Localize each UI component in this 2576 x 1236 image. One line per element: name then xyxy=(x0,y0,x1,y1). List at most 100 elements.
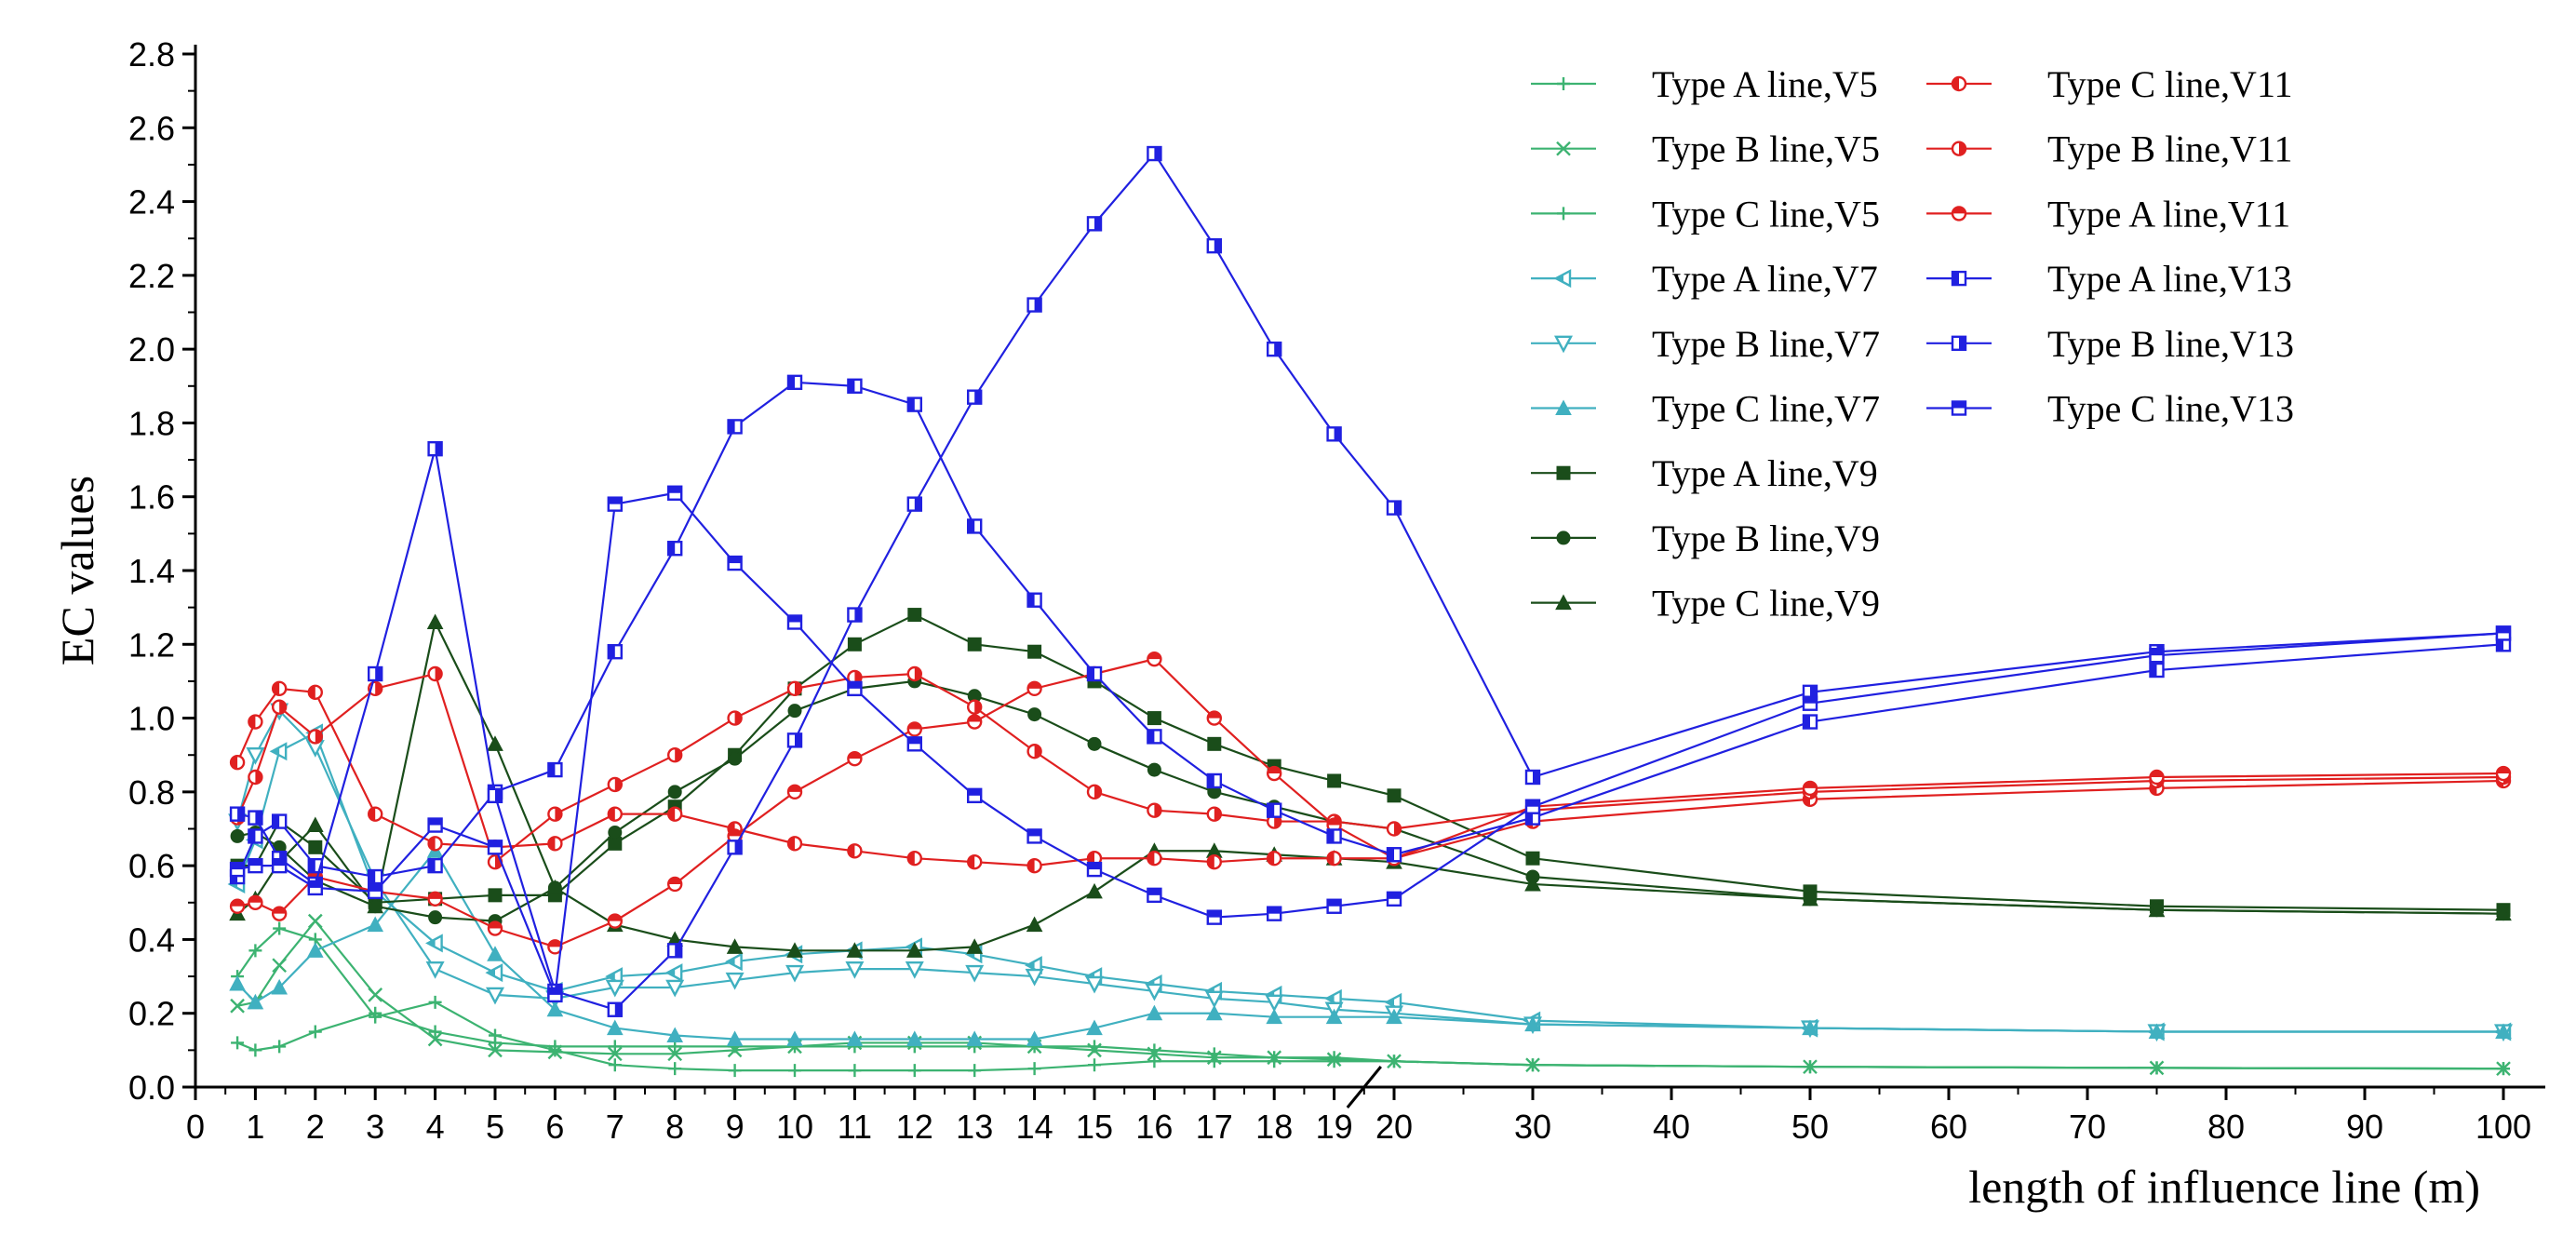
data-point xyxy=(667,747,683,763)
y-tick-label: 0.6 xyxy=(128,847,175,885)
data-point xyxy=(1802,714,1818,730)
data-point xyxy=(786,374,803,391)
data-point xyxy=(246,747,265,765)
series-line xyxy=(236,619,2504,952)
data-point xyxy=(1524,875,1541,892)
data-point xyxy=(1266,906,1282,921)
data-point xyxy=(547,987,563,1003)
data-point xyxy=(1086,784,1103,800)
data-point xyxy=(248,857,263,874)
data-point xyxy=(1147,145,1162,162)
data-point xyxy=(1026,1030,1043,1046)
legend-marker xyxy=(1555,594,1572,611)
data-point xyxy=(607,776,623,793)
data-point xyxy=(667,876,683,893)
data-point xyxy=(605,979,624,998)
legend-label: Type B line,V9 xyxy=(1652,517,1880,559)
data-point xyxy=(967,637,982,652)
legend-label: Type A line,V9 xyxy=(1652,452,1878,494)
x-tick-label: 90 xyxy=(2346,1108,2383,1146)
x-tick-label: 9 xyxy=(726,1108,745,1146)
data-point xyxy=(487,920,503,936)
data-point xyxy=(668,1062,682,1076)
y-tick-label: 1.4 xyxy=(128,552,175,590)
data-point xyxy=(786,680,803,697)
data-point xyxy=(229,974,246,991)
data-point xyxy=(269,742,288,761)
data-point xyxy=(1386,891,1402,907)
legend-entry: Type C line,V5 xyxy=(1531,193,1880,235)
legend-marker xyxy=(1951,141,1967,156)
data-point xyxy=(606,1019,624,1036)
x-tick-label: 30 xyxy=(1514,1108,1551,1146)
data-point xyxy=(229,754,246,771)
data-point xyxy=(1147,1055,1161,1068)
data-point xyxy=(966,1030,984,1046)
data-point xyxy=(271,699,288,715)
data-point xyxy=(848,1064,862,1078)
data-point xyxy=(1147,729,1162,745)
data-point xyxy=(427,440,443,457)
legend-marker xyxy=(1556,531,1571,545)
x-axis-title: length of influence line (m) xyxy=(1968,1161,2480,1213)
data-point xyxy=(906,496,922,512)
data-point xyxy=(547,761,563,778)
data-point xyxy=(906,396,922,412)
data-point xyxy=(1327,773,1342,788)
y-tick-label: 0.4 xyxy=(128,920,175,959)
data-point xyxy=(725,972,745,990)
data-point xyxy=(488,1042,503,1058)
data-point xyxy=(906,721,922,737)
data-point xyxy=(425,934,443,953)
series-line xyxy=(236,679,2504,922)
y-tick-label: 2.2 xyxy=(128,257,175,295)
legend-entry: Type C line,V11 xyxy=(1926,63,2292,105)
data-point xyxy=(427,857,443,874)
data-point xyxy=(1386,821,1402,837)
data-point xyxy=(1327,1055,1341,1068)
data-point xyxy=(308,1025,322,1039)
data-point xyxy=(607,1001,623,1017)
data-point xyxy=(307,913,323,929)
x-tick-label: 18 xyxy=(1255,1108,1293,1146)
data-point xyxy=(273,921,287,935)
data-point xyxy=(248,714,263,730)
data-point xyxy=(966,787,983,804)
data-point xyxy=(907,1064,921,1078)
legend-entry: Type A line,V13 xyxy=(1926,258,2292,300)
data-point xyxy=(248,944,262,958)
data-point xyxy=(1146,1004,1163,1021)
data-point xyxy=(667,541,683,557)
data-point xyxy=(786,942,803,958)
data-point xyxy=(667,785,682,799)
data-point xyxy=(271,813,288,829)
data-point xyxy=(271,978,288,995)
data-point xyxy=(229,861,246,878)
data-point xyxy=(1145,983,1164,1001)
y-tick-label: 1.0 xyxy=(128,700,175,738)
data-point xyxy=(1206,909,1223,925)
data-point xyxy=(427,1031,443,1047)
data-point xyxy=(1087,736,1102,751)
data-point xyxy=(487,787,503,804)
legend-marker xyxy=(1951,270,1967,287)
data-point xyxy=(1147,851,1162,867)
axis-break-mark xyxy=(1346,1066,1382,1108)
data-point xyxy=(726,1030,744,1046)
data-point xyxy=(906,1030,923,1046)
data-point xyxy=(1086,882,1103,899)
data-point xyxy=(2495,625,2512,641)
data-point xyxy=(2149,769,2165,786)
data-point xyxy=(1326,898,1342,914)
data-point xyxy=(788,1064,801,1078)
data-point xyxy=(368,806,383,822)
data-point xyxy=(229,806,246,822)
data-point xyxy=(607,806,623,822)
data-point xyxy=(369,1010,382,1024)
series-line xyxy=(236,152,2504,1011)
data-point xyxy=(966,938,984,954)
data-point xyxy=(368,680,383,697)
data-point xyxy=(548,1043,562,1057)
data-point xyxy=(368,883,383,900)
data-point xyxy=(786,1030,803,1046)
